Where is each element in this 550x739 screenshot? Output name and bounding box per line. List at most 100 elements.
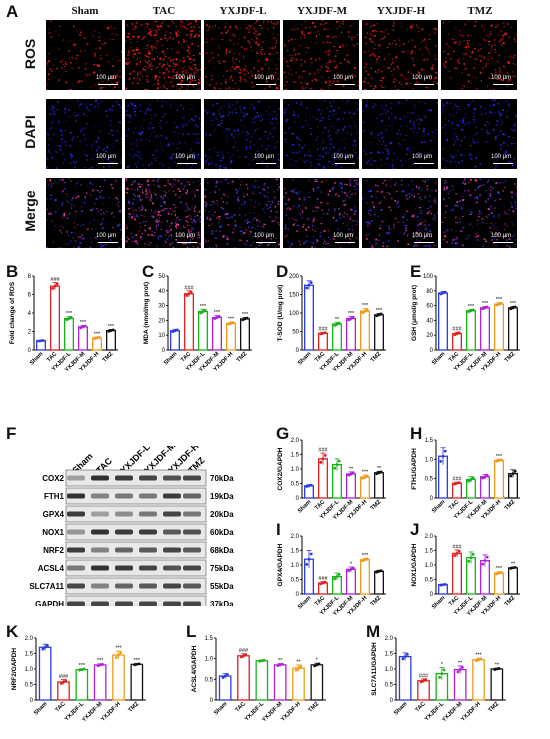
data-point [62, 680, 65, 684]
y-tick-label: 1.0 [25, 667, 34, 673]
micrograph-merge-yxjdf-h: 100 μm [362, 178, 438, 248]
bar-yxjdf-l [435, 673, 449, 701]
significance-mark: ### [184, 285, 194, 291]
bar-yxjdf-l [332, 323, 342, 351]
band [163, 601, 181, 607]
kda-label: 20kDa [210, 510, 234, 519]
scale-label: 100 μm [96, 154, 117, 160]
blot-strip [65, 559, 207, 577]
data-point [439, 292, 443, 296]
band [67, 493, 85, 499]
data-point [365, 557, 369, 561]
kda-label: 70kDa [210, 474, 234, 483]
bar-yxjdf-h [494, 572, 504, 595]
significance-mark: ### [452, 544, 462, 550]
significance-mark: ** [296, 659, 301, 665]
data-point [453, 554, 457, 557]
y-tick-label: 150 [289, 293, 300, 299]
panel-letter-c: C [142, 262, 155, 281]
y-tick-label: 0.5 [425, 477, 434, 483]
data-point [456, 670, 460, 674]
data-point [307, 484, 311, 488]
scale-label: 100 μm [491, 154, 512, 160]
data-point [441, 291, 445, 295]
data-point [114, 656, 118, 659]
significance-mark: *** [510, 301, 517, 307]
y-axis-label: T-SOD (U/mg prot) [277, 285, 284, 342]
bar-yxjdf-l [64, 317, 74, 351]
data-point [422, 679, 425, 683]
y-tick-label: 2.0 [291, 534, 300, 540]
scale-label: 100 μm [175, 233, 196, 239]
micrograph-ros-yxjdf-m: 100 μm [283, 20, 359, 90]
data-point [278, 663, 282, 667]
data-point [379, 569, 383, 573]
protein-label: NRF2 [43, 546, 64, 555]
data-point [361, 559, 365, 563]
x-tick-label: TAC [55, 701, 68, 714]
x-tick-label: Sham [431, 351, 446, 366]
bar-yxjdf-m [346, 473, 356, 499]
data-point [379, 312, 383, 316]
data-point [307, 283, 311, 287]
data-point [471, 552, 475, 556]
band [115, 565, 133, 571]
data-point [347, 569, 351, 573]
data-point [401, 657, 405, 661]
data-point [96, 664, 100, 668]
x-tick-label: YXJDF-L [51, 351, 73, 373]
data-point [67, 317, 71, 320]
y-tick-label: 0 [430, 496, 434, 502]
scale-label: 100 μm [491, 233, 512, 239]
scale-bar [493, 163, 513, 164]
data-point [185, 294, 189, 297]
chart-e: 0 20 40 60 80 100 GSH (μmol/g prot) Sham ### TAC *… [411, 274, 520, 373]
significance-mark: *** [468, 304, 475, 310]
data-point [455, 552, 459, 555]
data-point [375, 314, 379, 318]
data-point [513, 469, 517, 473]
x-tick-label: Sham [431, 595, 446, 610]
bar-yxjdf-h [226, 322, 236, 351]
chart-k: 0 0.5 1.0 1.5 2.0 NRF2/GAPDH Sham ### TAC *** YXJD… [11, 636, 146, 723]
micrograph-dapi-tmz: 100 μm [441, 99, 517, 169]
bar-yxjdf-l [466, 557, 476, 595]
bar-yxjdf-h [494, 459, 504, 499]
significance-mark: *** [134, 658, 141, 664]
y-axis-label: FTH1/GAPDH [411, 448, 418, 490]
data-point [467, 559, 471, 563]
y-tick-label: 0.5 [25, 683, 34, 689]
significance-mark: *** [348, 311, 355, 317]
data-point [347, 473, 351, 477]
x-tick-label: Sham [163, 351, 178, 366]
significance-mark: ** [278, 658, 283, 664]
panel-letter-m: M [366, 622, 381, 641]
y-tick-label: 2 [28, 330, 32, 336]
data-point [419, 680, 423, 684]
data-point [441, 454, 445, 458]
micrograph-merge-tac: 100 μm [125, 178, 201, 248]
data-point [229, 321, 233, 325]
data-point [365, 474, 369, 478]
scale-bar [98, 163, 118, 164]
band [115, 475, 133, 481]
band [115, 583, 133, 589]
band [183, 529, 201, 535]
data-point [203, 308, 207, 312]
y-tick-label: 1.0 [385, 667, 394, 673]
data-point [55, 282, 59, 286]
data-point [297, 666, 300, 670]
bar-yxjdf-l [332, 575, 342, 595]
x-tick-label: Sham [393, 701, 408, 716]
significance-mark: *** [94, 331, 101, 337]
significance-mark: *** [200, 304, 207, 310]
bar-sham [38, 646, 52, 701]
scale-label: 100 μm [96, 233, 117, 239]
y-axis-label: ACSL4/GAPDH [191, 645, 198, 692]
protein-label: COX2 [42, 474, 64, 483]
x-tick-label: Sham [33, 701, 48, 716]
data-point [363, 309, 367, 313]
bar-sham [304, 284, 314, 351]
x-tick-label: YXJDF-H [347, 499, 369, 521]
y-tick-label: 30 [158, 304, 165, 310]
